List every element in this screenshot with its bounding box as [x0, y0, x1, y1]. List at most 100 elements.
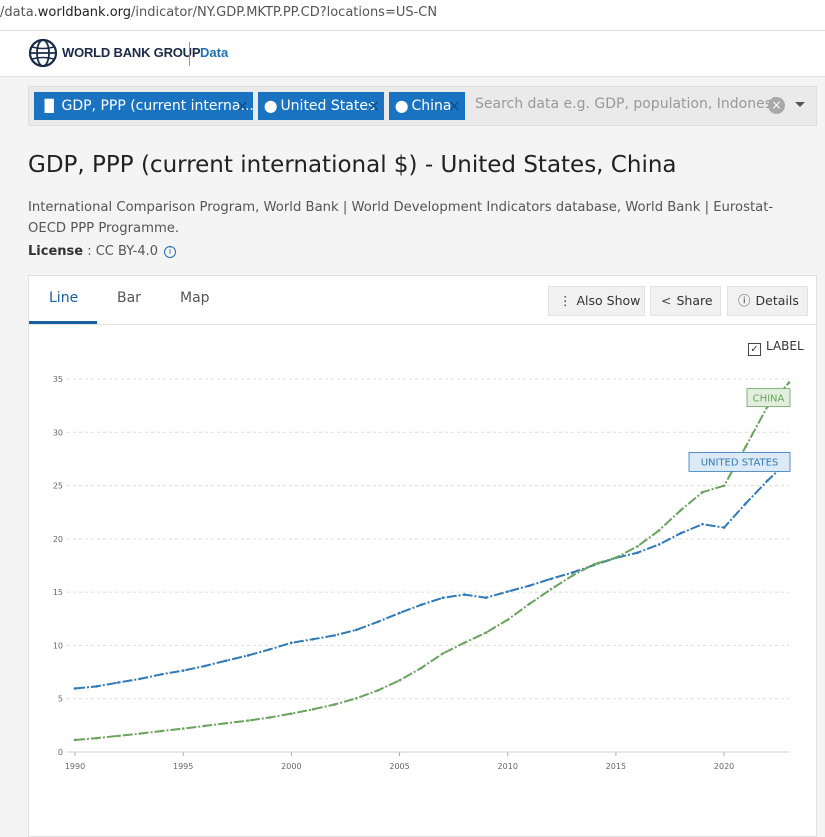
share-label: Share: [676, 293, 713, 308]
tab-line[interactable]: Line: [49, 290, 79, 306]
data-point-china: [311, 707, 315, 711]
share-icon: <: [661, 293, 672, 308]
details-label: Details: [755, 293, 799, 308]
active-tab-indicator: [29, 321, 97, 324]
chip-indicator-label: GDP, PPP (current interna...: [61, 98, 254, 114]
data-point-china: [657, 529, 661, 532]
site-header: WORLD BANK GROUP Data: [0, 31, 825, 77]
x-tick-label: 2000: [281, 762, 301, 771]
data-point-united-states: [333, 634, 336, 637]
data-point-china: [290, 712, 293, 715]
y-tick-label: 20: [53, 535, 63, 544]
chip-united-states-label: United States: [280, 98, 376, 114]
search-input[interactable]: Search data e.g. GDP, population, Indone…: [475, 96, 785, 112]
data-point-china: [441, 652, 445, 655]
data-point-china: [614, 556, 618, 560]
data-point-united-states: [657, 543, 661, 546]
data-point-china: [203, 724, 207, 728]
chip-indicator[interactable]: ▐▌ GDP, PPP (current interna... ×: [34, 92, 254, 120]
info-circle-icon: ⓘ: [738, 293, 751, 308]
source-text: International Comparison Program, World …: [28, 200, 774, 236]
y-tick-label: 10: [53, 641, 63, 650]
data-point-united-states: [636, 551, 639, 555]
data-point-china: [679, 508, 683, 512]
data-point-china: [463, 641, 466, 644]
data-point-united-states: [571, 571, 574, 574]
data-point-united-states: [246, 654, 250, 657]
data-point-china: [116, 734, 120, 738]
world-bank-globe-icon[interactable]: [28, 38, 58, 68]
series-label-united-states: UNITED STATES: [701, 457, 779, 468]
url-host: worldbank.org: [37, 5, 132, 20]
label-toggle[interactable]: ✓ LABEL: [748, 339, 804, 356]
also-show-button[interactable]: ⋮ Also Show: [548, 286, 645, 316]
data-point-china: [354, 696, 358, 700]
data-point-united-states: [679, 531, 683, 535]
remove-chip-icon[interactable]: ×: [447, 96, 461, 115]
url-path: /indicator/NY.GDP.MKTP.PP.CD?locations=U…: [131, 5, 438, 20]
chevron-down-icon[interactable]: [795, 102, 805, 107]
data-point-united-states: [290, 641, 293, 645]
chart-tabs: Line Bar Map ⋮ Also Show < Share ⓘ Details: [29, 276, 816, 325]
remove-chip-icon[interactable]: ×: [366, 96, 380, 115]
data-point-china: [528, 602, 531, 606]
label-checkbox[interactable]: ✓: [748, 343, 761, 356]
data-point-china: [160, 729, 163, 733]
data-point-china: [268, 716, 272, 719]
x-tick-label: 1995: [173, 762, 193, 771]
section-link-data[interactable]: Data: [200, 45, 229, 60]
data-point-china: [398, 679, 401, 682]
chip-china-label: China: [411, 98, 452, 114]
clear-search-icon[interactable]: ×: [768, 97, 785, 114]
data-point-united-states: [138, 677, 142, 681]
y-tick-label: 0: [58, 748, 63, 757]
data-point-united-states: [549, 577, 553, 581]
x-tick-label: 1990: [65, 762, 85, 771]
license-line: License : CC BY-4.0 i: [28, 244, 176, 259]
data-point-united-states: [722, 526, 726, 529]
y-tick-label: 5: [58, 695, 63, 704]
data-point-united-states: [116, 681, 120, 684]
chip-china[interactable]: ⬤ China ×: [389, 92, 465, 120]
data-point-china: [701, 490, 704, 494]
x-tick-label: 2010: [498, 762, 518, 771]
remove-chip-icon[interactable]: ×: [235, 96, 249, 115]
indicator-search-bar[interactable]: ▐▌ GDP, PPP (current interna... × ⬤ United…: [28, 86, 817, 126]
data-point-united-states: [701, 522, 704, 526]
data-point-china: [225, 721, 228, 725]
tab-map[interactable]: Map: [180, 290, 210, 306]
info-icon[interactable]: i: [164, 246, 176, 258]
license-value: : CC BY-4.0: [87, 244, 158, 259]
brand-name[interactable]: WORLD BANK GROUP: [62, 45, 201, 60]
details-button[interactable]: ⓘ Details: [727, 286, 808, 316]
tab-bar[interactable]: Bar: [117, 290, 141, 306]
chip-united-states[interactable]: ⬤ United States ×: [258, 92, 384, 120]
data-point-united-states: [160, 673, 163, 676]
also-show-label: Also Show: [576, 293, 641, 308]
data-point-united-states: [354, 628, 358, 632]
data-point-united-states: [766, 479, 769, 482]
y-tick-label: 15: [53, 588, 63, 597]
bar-chart-icon: ▐▌: [40, 99, 59, 113]
data-point-united-states: [441, 596, 445, 600]
data-point-china: [246, 719, 250, 722]
data-point-china: [419, 666, 423, 670]
series-label-box-china: [746, 388, 791, 408]
line-chart: 0 5 10 15 20 25 30 35 1990 1995 2000 2005 2010 2015 20…: [53, 375, 791, 771]
x-tick-label: 2020: [714, 762, 734, 771]
data-point-united-states: [73, 687, 77, 690]
y-tick-label: 30: [53, 428, 63, 437]
data-point-china: [592, 562, 596, 566]
address-bar[interactable]: /data.worldbank.org/indicator/NY.GDP.MKT…: [0, 0, 825, 31]
data-point-united-states: [528, 584, 531, 588]
series-line-united-states: [74, 459, 790, 690]
data-point-china: [744, 445, 748, 448]
map-marker-icon: ⬤: [264, 99, 278, 113]
data-point-china: [636, 545, 639, 548]
data-point-united-states: [744, 502, 748, 505]
page-title: GDP, PPP (current international $) - Uni…: [28, 152, 677, 178]
x-tick-label: 2015: [606, 762, 626, 771]
map-marker-icon: ⬤: [395, 99, 409, 113]
share-button[interactable]: < Share: [650, 286, 721, 316]
data-point-united-states: [419, 603, 423, 607]
